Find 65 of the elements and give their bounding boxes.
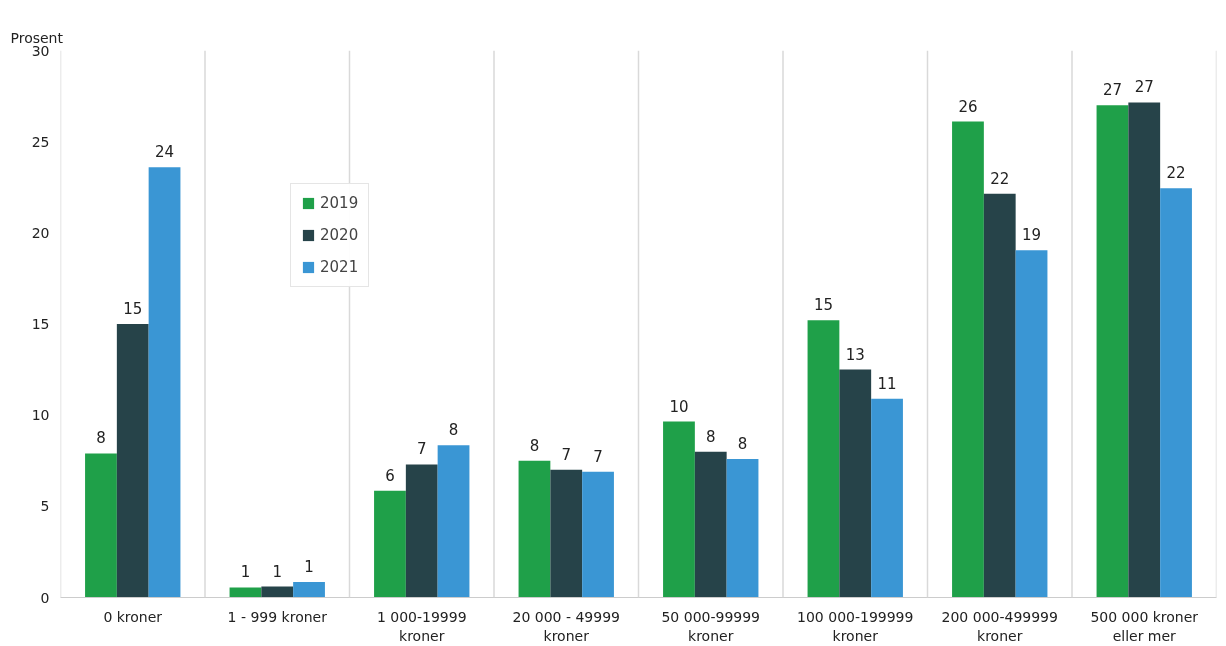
data-label: 6 [385, 466, 395, 485]
data-label: 10 [669, 397, 689, 416]
y-tick-label: 25 [31, 133, 50, 150]
bar [374, 490, 406, 598]
y-tick-label: 0 [40, 589, 50, 606]
data-label: 13 [845, 345, 865, 364]
bar [116, 324, 149, 598]
legend-label: 2020 [320, 226, 359, 244]
y-tick-label: 5 [40, 498, 50, 515]
bar [663, 421, 695, 598]
x-tick-label: 500 000 kroner eller mer [1090, 608, 1199, 644]
bar [807, 320, 840, 598]
data-label: 19 [1022, 226, 1042, 245]
legend-label: 2019 [320, 194, 359, 212]
data-label: 7 [561, 445, 572, 464]
bar [293, 582, 325, 598]
y-tick-label: 20 [31, 224, 50, 241]
data-label: 8 [705, 427, 716, 446]
data-label: 1 [272, 562, 283, 581]
x-tick-label: 100 000-199999 kroner [797, 608, 914, 644]
data-label: 1 [304, 558, 314, 576]
data-label: 1 [240, 563, 251, 582]
bar [148, 167, 181, 598]
y-tick-label: 10 [31, 407, 50, 424]
x-tick-label: 20 000 - 49999 kroner [512, 608, 620, 644]
x-tick-label: 0 kroner [103, 608, 163, 625]
bar [952, 121, 984, 598]
data-label: 8 [737, 434, 748, 453]
x-tick-label: 200 000-499999 kroner [941, 608, 1058, 644]
data-label: 11 [877, 374, 897, 393]
bar [1015, 250, 1048, 598]
bar [1096, 105, 1129, 598]
bar [405, 464, 438, 598]
data-label: 27 [1134, 78, 1154, 97]
bar [229, 587, 262, 598]
x-tick-label: 1 - 999 kroner [227, 608, 328, 625]
x-tick-label: 1 000-19999 kroner [376, 608, 467, 644]
bar [983, 193, 1016, 598]
bar [726, 458, 759, 598]
bar [871, 398, 903, 598]
bar [437, 445, 470, 598]
bar [518, 460, 551, 598]
data-label: 8 [529, 436, 540, 455]
data-label: 22 [990, 169, 1010, 188]
data-label: 15 [123, 300, 143, 318]
data-label: 26 [958, 97, 978, 116]
bar [694, 451, 727, 598]
data-label: 15 [813, 296, 834, 315]
bar [85, 453, 117, 598]
y-tick-label: 15 [31, 316, 50, 332]
bar [1128, 102, 1161, 598]
data-label: 7 [593, 447, 603, 466]
data-label: 8 [96, 429, 106, 448]
data-label: 7 [416, 440, 427, 459]
x-tick-label: 50 000-99999 kroner [661, 608, 761, 644]
data-label: 22 [1166, 164, 1186, 183]
bar [839, 369, 872, 598]
bar [550, 469, 583, 598]
data-label: 27 [1102, 81, 1123, 100]
data-label: 8 [448, 421, 459, 440]
bar [1160, 188, 1192, 598]
legend-label: 2021 [320, 258, 359, 276]
bar [261, 586, 294, 598]
bar [582, 471, 614, 598]
data-label: 24 [155, 143, 175, 162]
